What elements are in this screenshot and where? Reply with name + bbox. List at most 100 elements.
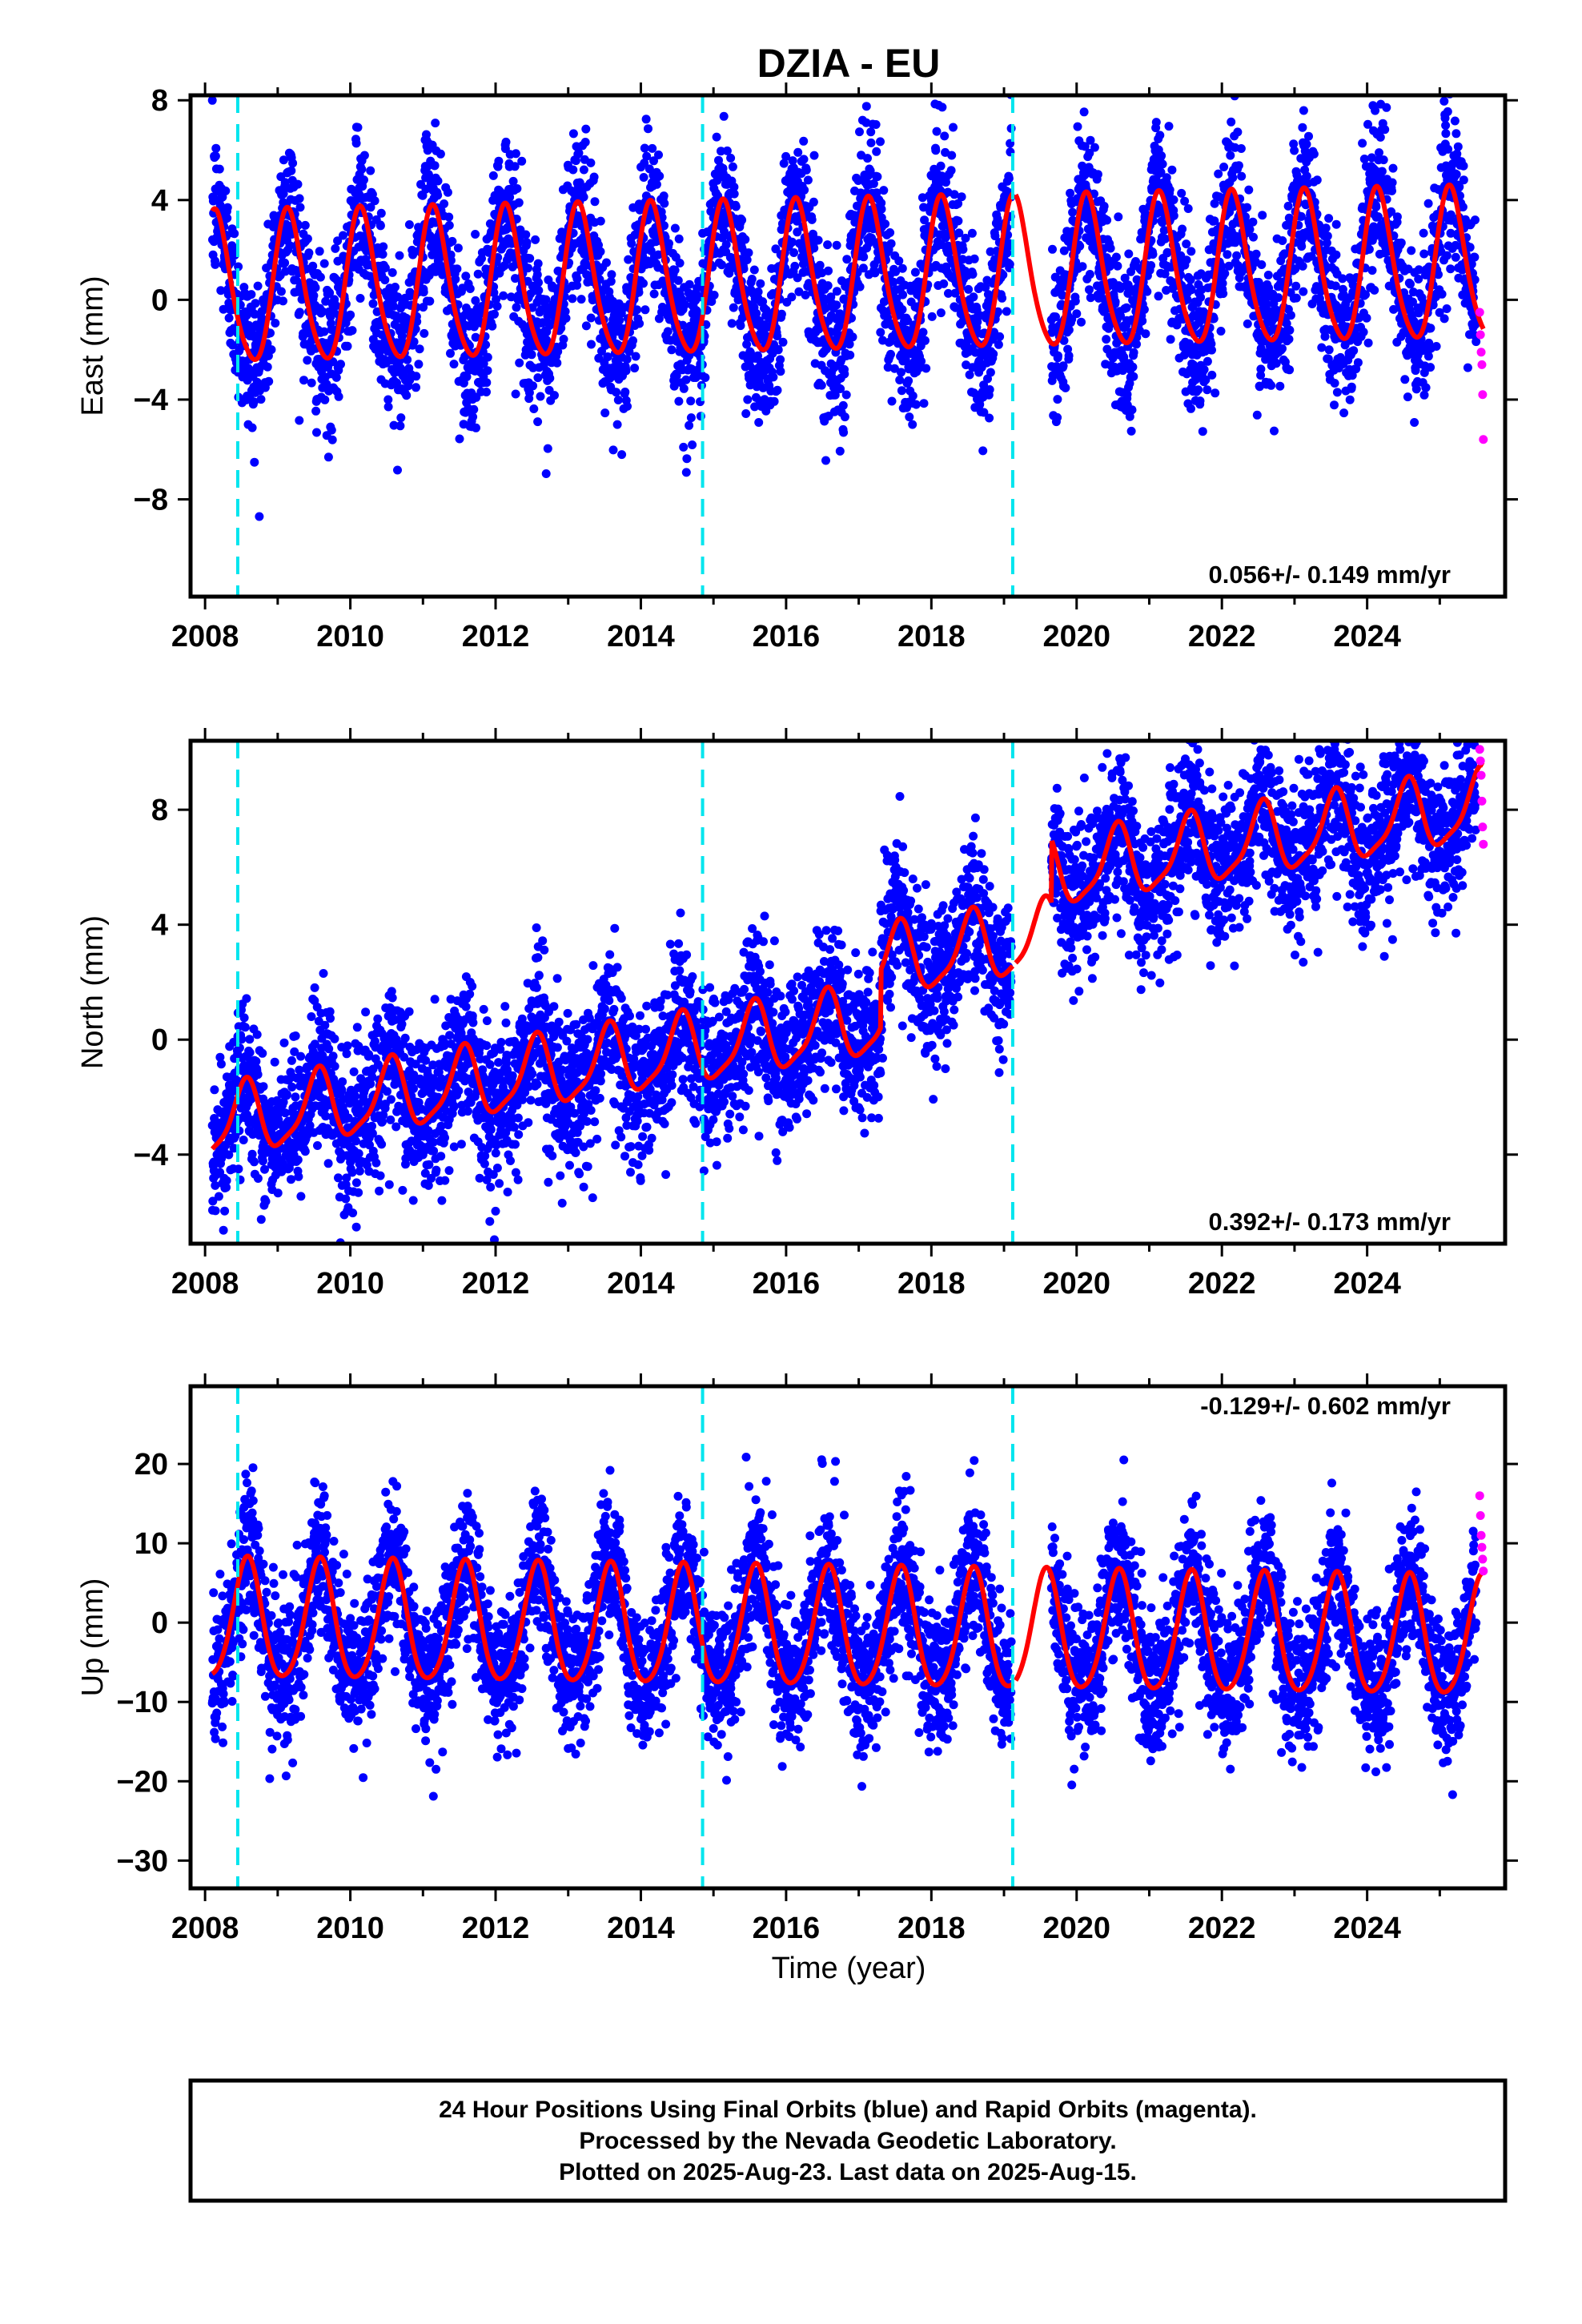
final-orbit-point (303, 356, 312, 365)
final-orbit-point (1073, 122, 1082, 131)
final-orbit-point (749, 265, 759, 275)
final-orbit-point (511, 389, 520, 399)
final-orbit-point (318, 307, 327, 316)
final-orbit-point (1258, 211, 1267, 220)
final-orbit-point (315, 247, 324, 256)
final-orbit-point (465, 284, 475, 293)
final-orbit-point (639, 173, 648, 182)
final-orbit-point (1330, 400, 1339, 410)
final-orbit-point (351, 139, 361, 148)
final-orbit-point (731, 202, 741, 211)
final-orbit-point (1423, 352, 1433, 361)
final-orbit-point (1453, 142, 1463, 151)
final-orbit-point (1407, 246, 1416, 255)
final-orbit-point (607, 270, 616, 279)
final-orbit-point (876, 328, 885, 337)
final-orbit-point (1005, 259, 1014, 269)
final-orbit-point (1286, 311, 1295, 320)
final-orbit-point (936, 161, 946, 171)
final-orbit-point (663, 327, 673, 336)
final-orbit-point (533, 259, 543, 268)
final-orbit-point (355, 294, 365, 303)
final-orbit-point (754, 418, 764, 427)
final-orbit-point (737, 215, 747, 225)
final-orbit-point (444, 212, 454, 222)
final-orbit-point (514, 198, 524, 207)
final-orbit-point (596, 247, 605, 256)
final-orbit-point (215, 164, 224, 174)
final-orbit-point (430, 161, 440, 171)
final-orbit-point (969, 292, 978, 302)
final-orbit-point (1180, 196, 1190, 206)
final-orbit-point (596, 216, 605, 226)
final-orbit-point (613, 396, 623, 404)
final-orbit-point (366, 166, 375, 175)
final-orbit-point (331, 243, 340, 253)
final-orbit-point (1256, 364, 1266, 374)
final-orbit-point (879, 186, 889, 195)
final-orbit-point (271, 319, 280, 328)
final-orbit-point (403, 355, 412, 364)
final-orbit-point (263, 362, 272, 372)
final-orbit-point (897, 386, 906, 396)
final-orbit-point (675, 259, 685, 267)
final-orbit-point (649, 289, 659, 299)
final-orbit-point (1324, 214, 1334, 223)
final-orbit-point (985, 385, 994, 394)
final-orbit-point (211, 259, 220, 269)
final-orbit-point (1267, 380, 1276, 390)
final-orbit-point (264, 376, 274, 386)
final-orbit-point (415, 344, 424, 354)
final-orbit-point (247, 423, 257, 432)
final-orbit-point (600, 408, 610, 418)
final-orbit-point (1362, 313, 1371, 323)
final-orbit-point (1426, 363, 1435, 372)
final-orbit-point (279, 155, 288, 165)
final-orbit-point (1169, 195, 1178, 204)
final-orbit-point (228, 340, 238, 350)
final-orbit-point (1127, 405, 1137, 415)
final-orbit-point (921, 364, 931, 373)
final-orbit-point (800, 185, 809, 195)
final-orbit-point (1141, 329, 1150, 339)
final-orbit-point (1442, 304, 1452, 313)
final-orbit-point (1178, 224, 1187, 234)
final-orbit-point (1054, 351, 1062, 360)
final-orbit-point (809, 197, 818, 207)
final-orbit-point (1331, 219, 1341, 229)
final-orbit-point (288, 159, 298, 168)
final-orbit-point (1154, 292, 1163, 301)
final-orbit-point (1207, 370, 1217, 380)
final-orbit-point (1278, 236, 1287, 245)
final-orbit-point (499, 291, 508, 300)
final-orbit-point (251, 299, 260, 308)
final-orbit-point (1387, 178, 1397, 187)
final-orbit-point (681, 375, 691, 384)
final-orbit-point (1234, 161, 1243, 171)
final-orbit-point (823, 281, 833, 291)
final-orbit-point (448, 236, 457, 246)
final-orbit-point (343, 341, 352, 351)
final-orbit-point (832, 300, 841, 310)
final-orbit-point (753, 287, 763, 296)
final-orbit-point (1085, 285, 1094, 295)
final-orbit-point (300, 220, 310, 230)
final-orbit-point (419, 287, 428, 297)
final-orbit-point (541, 469, 551, 478)
final-orbit-point (1358, 139, 1367, 148)
final-orbit-point (778, 337, 788, 347)
final-orbit-point (1298, 123, 1307, 132)
final-orbit-point (908, 391, 917, 400)
final-orbit-point (1139, 305, 1149, 314)
final-orbit-point (1377, 167, 1387, 176)
final-orbit-point (1072, 309, 1082, 319)
final-orbit-point (339, 231, 347, 240)
final-orbit-point (376, 208, 386, 218)
final-orbit-point (1285, 325, 1295, 335)
final-orbit-point (581, 321, 591, 331)
final-orbit-point (719, 111, 729, 121)
final-orbit-point (319, 327, 329, 336)
final-orbit-point (921, 336, 930, 345)
final-orbit-point (533, 373, 543, 383)
final-orbit-point (1198, 427, 1207, 436)
